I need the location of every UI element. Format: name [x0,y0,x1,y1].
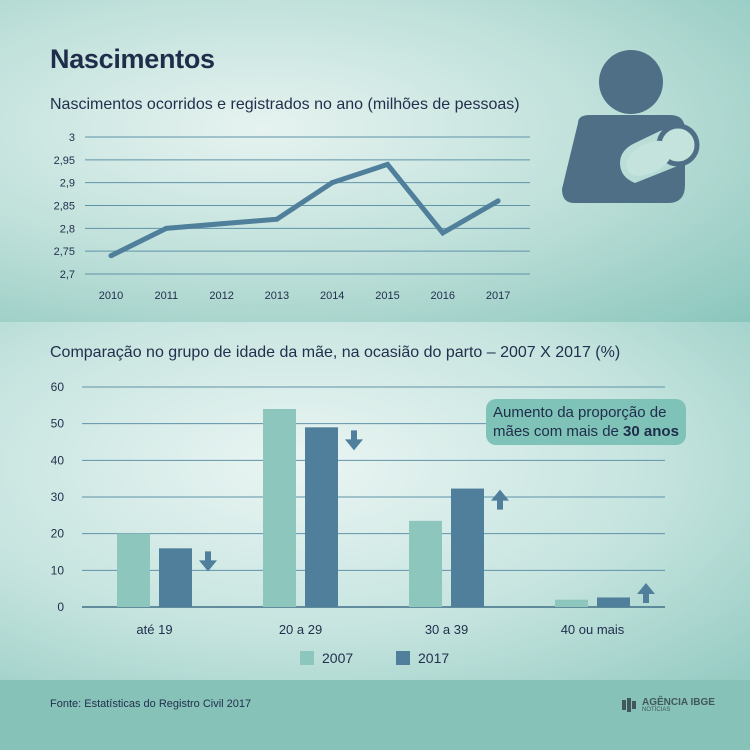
line-x-tick-label: 2012 [209,290,233,302]
line-point [329,180,335,186]
line-y-tick-label: 2,8 [60,223,75,235]
logo-subtext: NOTÍCIAS [642,707,671,713]
ibge-logo-icon [622,698,636,712]
line-x-tick-label: 2011 [154,290,178,302]
line-point [274,216,280,222]
line-chart-title: Nascimentos ocorridos e registrados no a… [50,96,520,113]
line-point [440,230,446,236]
bar-y-tick-label: 50 [51,417,65,431]
bar-2007 [409,520,442,607]
mother-baby-icon [562,50,700,203]
arrow-up-shape [491,489,509,510]
callout-box: Aumento da proporção de mães com mais de… [486,399,686,445]
arrow-down-icon [345,430,363,451]
callout-bold-text: 30 anos [623,423,679,440]
callout-text: Aumento da proporção de mães com mais de [493,404,667,440]
bar-x-tick-label: até 19 [136,622,172,637]
line-y-tick-label: 2,85 [54,201,75,213]
bar-2017 [159,548,192,607]
bar-2007 [263,409,296,607]
bottom-panel [0,322,750,680]
line-x-tick-label: 2013 [265,290,289,302]
legend-item-2017: 2017 [396,650,449,666]
line-x-tick-label: 2017 [486,290,510,302]
bar-2007 [555,599,588,607]
bar-chart: 0 10 20 30 40 50 60 até 19 20 a 29 30 a 39 40 ou m… [51,380,665,637]
arrow-down-shape [199,551,217,572]
bar-y-tick-label: 40 [51,453,65,467]
line-chart: 2,7 2,75 2,8 2,85 2,9 2,95 3 2010 2011 2012 2013 20… [54,132,530,302]
bar-chart-title: Comparação no grupo de idade da mãe, na … [50,344,621,361]
line-point [108,253,114,259]
line-y-tick-label: 2,95 [54,155,75,167]
bar-2017 [451,488,484,607]
bar-2007 [117,533,150,607]
line-point [385,161,390,167]
line-series [109,161,500,258]
legend-label-2017: 2017 [418,650,450,666]
line-point [219,221,225,227]
line-x-tick-label: 2015 [375,290,399,302]
bar-y-tick-label: 30 [51,490,65,504]
source-note: Fonte: Estatísticas do Registro Civil 20… [50,698,252,710]
legend-label-2007: 2007 [322,650,354,666]
line-y-tick-label: 2,9 [60,178,75,190]
agencia-ibge-logo: AGÊNCIA IBGE NOTÍCIAS [622,697,715,713]
line-y-tick-label: 2,7 [60,269,75,281]
arrow-down-icon [199,551,217,572]
legend-item-2007: 2007 [300,650,353,666]
legend-swatch-2017 [396,651,410,665]
logo-text: AGÊNCIA IBGE [642,697,715,708]
legend-swatch-2007 [300,651,314,665]
bar-x-tick-label: 20 a 29 [279,622,322,637]
arrow-down-shape [345,430,363,451]
arrow-up-shape [637,583,655,603]
line-y-tick-label: 2,75 [54,246,75,258]
bar-y-tick-label: 0 [57,600,64,614]
bar-x-tick-label: 40 ou mais [561,622,625,637]
line-x-tick-label: 2014 [320,290,344,302]
line-y-tick-label: 3 [69,132,75,144]
bar-2017 [597,597,630,607]
bar-2017 [305,427,338,607]
line-point [163,225,169,231]
line-x-tick-label: 2010 [99,290,123,302]
line-x-tick-label: 2016 [431,290,455,302]
arrow-up-icon [491,489,509,510]
bar-y-tick-label: 10 [51,563,65,577]
arrow-up-icon [637,583,655,603]
page-title: Nascimentos [50,44,215,74]
bar-y-tick-label: 20 [51,527,65,541]
footer-bar [0,680,750,750]
bar-y-tick-label: 60 [51,380,65,394]
line-point [495,198,501,204]
bar-x-tick-label: 30 a 39 [425,622,468,637]
